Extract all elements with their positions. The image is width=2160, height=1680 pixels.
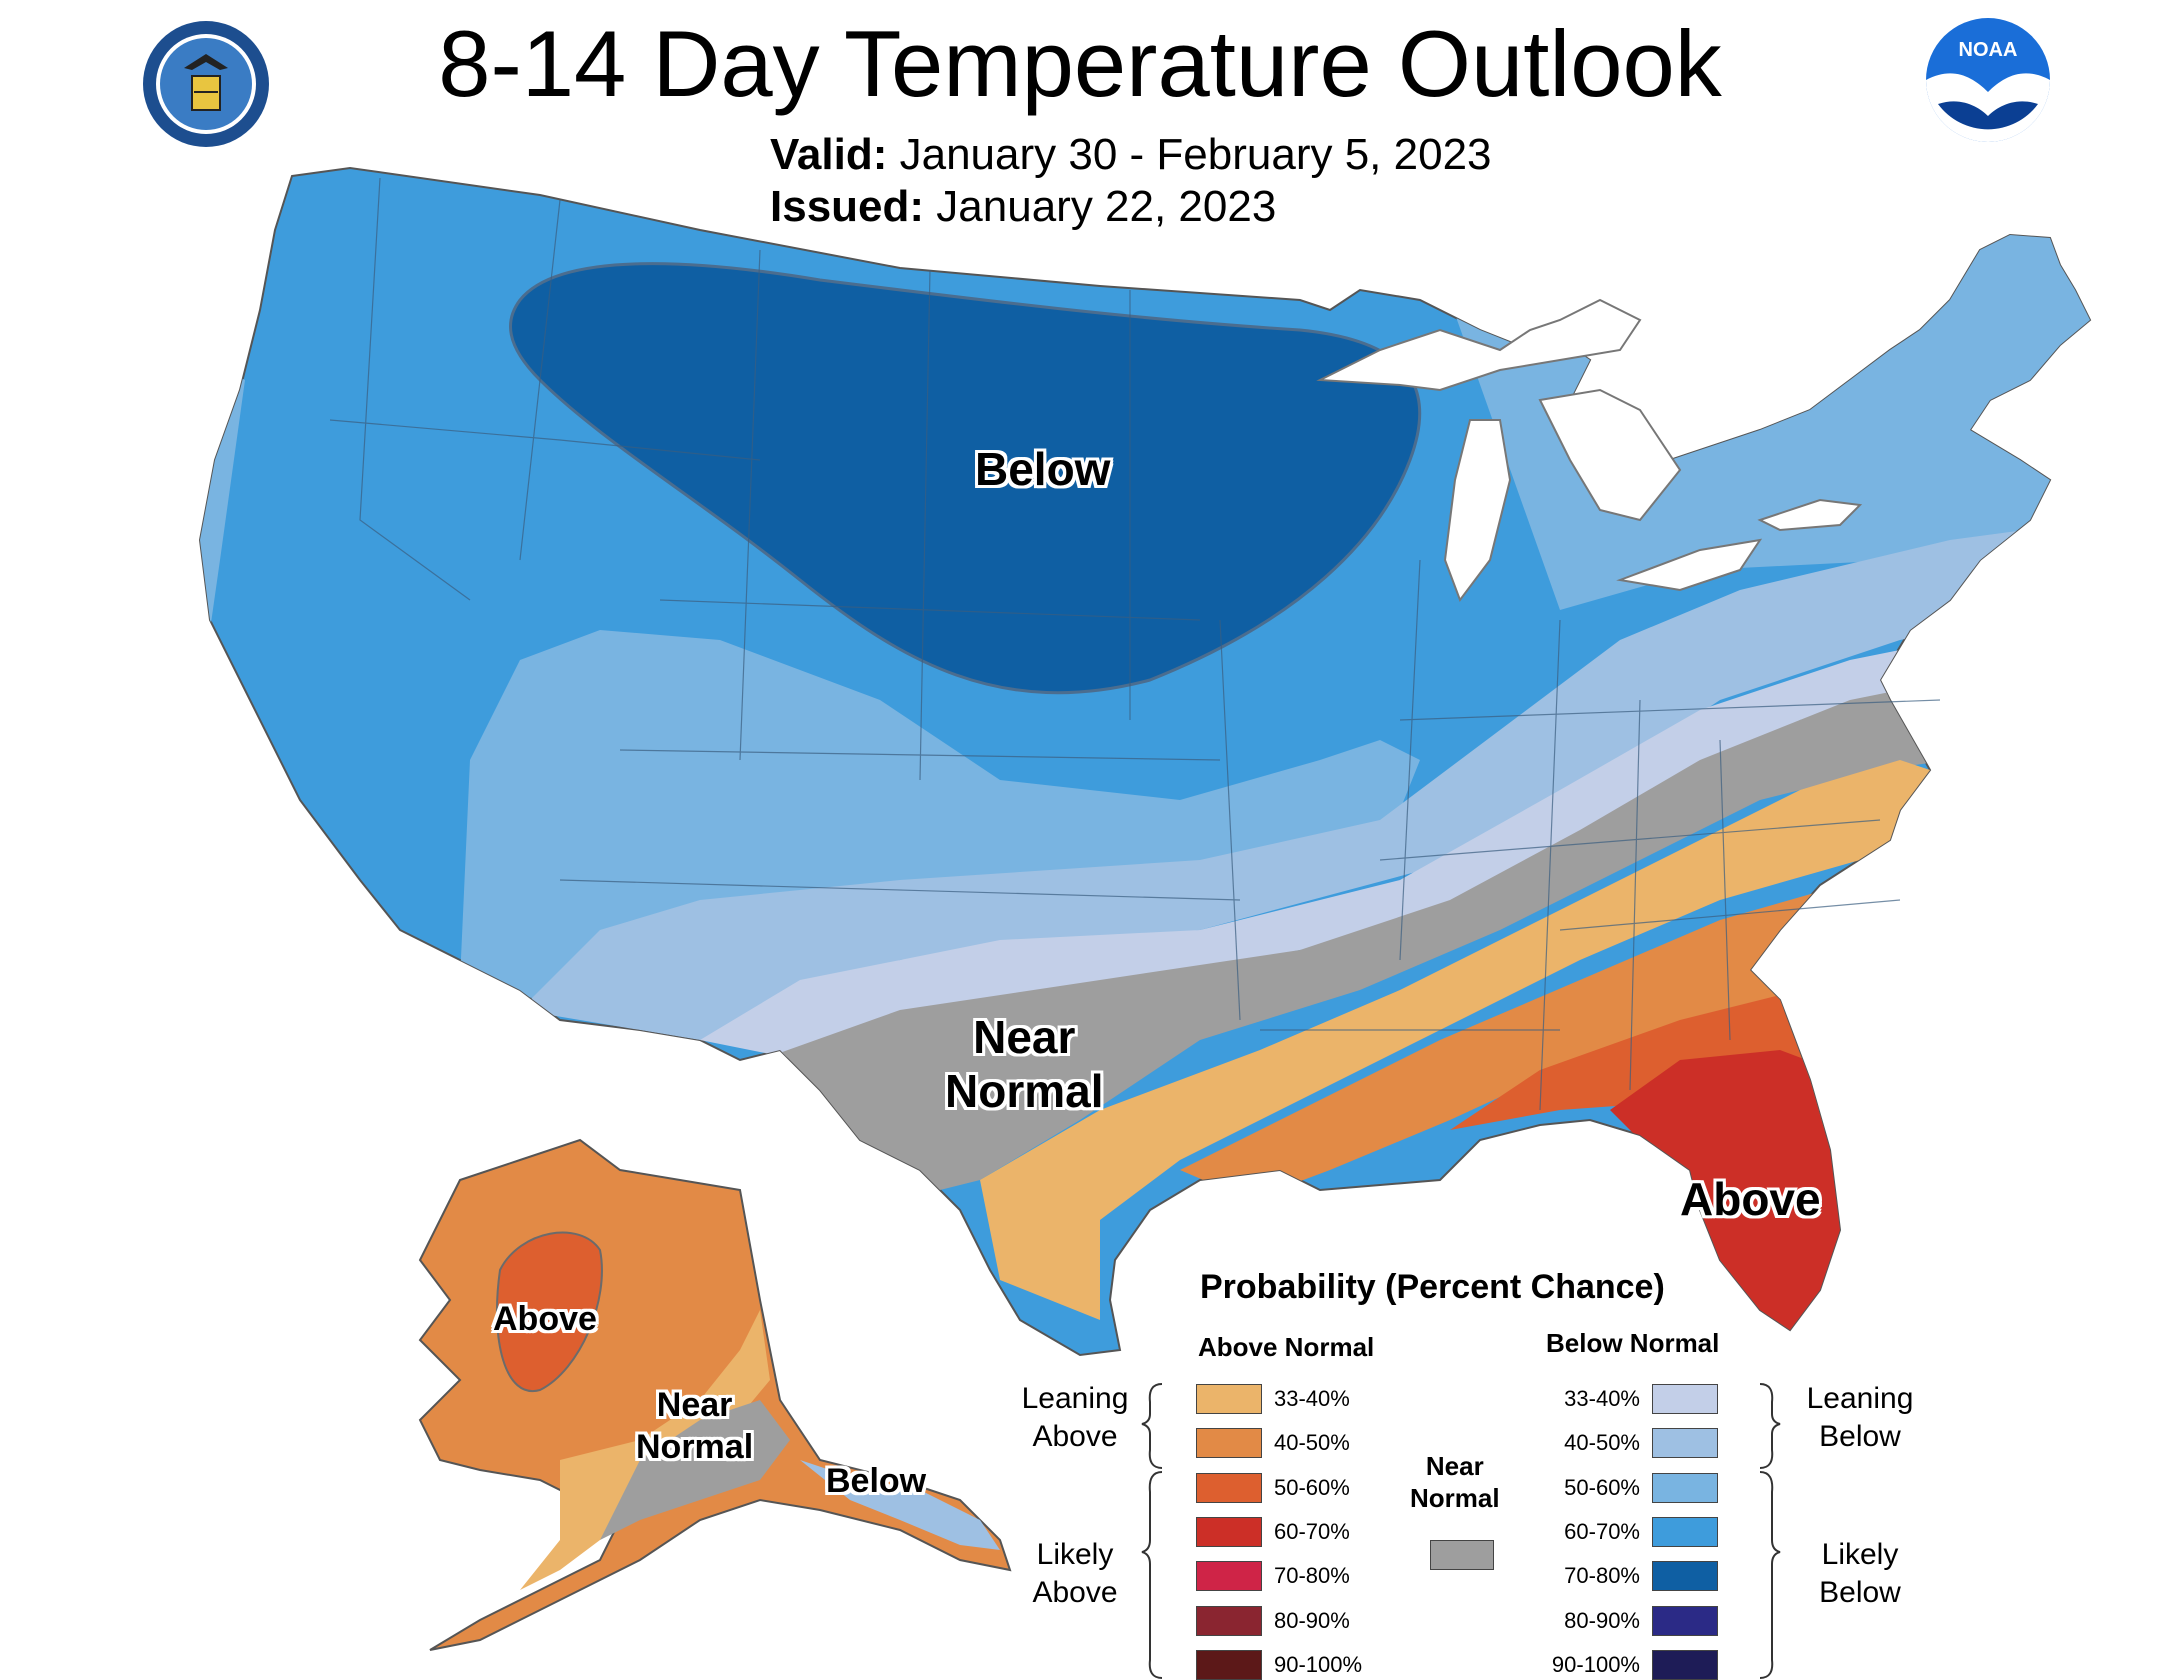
legend-above-swatch (1196, 1649, 1262, 1680)
legend-above-range: 80-90% (1274, 1607, 1350, 1633)
leaning-above-line2: Above (1032, 1420, 1118, 1453)
legend-below-range: 70-80% (1564, 1563, 1640, 1589)
likely-below-line2: Below (1819, 1576, 1901, 1609)
noaa-logo-text: NOAA (1959, 39, 2018, 61)
legend-near-normal-swatch (1430, 1540, 1494, 1570)
legend-below-range: 33-40% (1564, 1386, 1640, 1411)
legend-above-range: 60-70% (1274, 1518, 1350, 1544)
leaning-below-line2: Below (1819, 1420, 1901, 1453)
legend-below-row: 80-90% (1540, 1605, 1718, 1636)
likely-below-line1: Likely (1821, 1538, 1899, 1571)
legend-below-header: Below Normal (1546, 1328, 1720, 1358)
issued-date: Issued: January 22, 2023 (770, 180, 1276, 234)
legend-title: Probability (Percent Chance) (1200, 1268, 1665, 1306)
legend-below-row: 50-60% (1540, 1472, 1718, 1503)
legend-above-range: 40-50% (1274, 1430, 1350, 1456)
legend-below-swatch (1652, 1649, 1718, 1680)
ak-near-normal-line1: Near (656, 1386, 733, 1424)
legend-below-row: 33-40% (1540, 1384, 1718, 1414)
legend-above-swatch (1196, 1605, 1262, 1636)
lake-ontario (1757, 498, 1863, 532)
legend-below-row: 70-80% (1540, 1561, 1718, 1592)
legend-above-range: 90-100% (1274, 1651, 1363, 1677)
legend-below-swatch (1652, 1472, 1718, 1503)
legend-above-swatch (1196, 1384, 1262, 1414)
legend-below-braces (1759, 1383, 1781, 1679)
legend-above-braces (1141, 1383, 1163, 1679)
legend-below-swatch (1652, 1384, 1718, 1414)
leaning-below-line1: Leaning (1806, 1382, 1914, 1415)
legend-near-normal-line2: Normal (1410, 1483, 1500, 1513)
lake-huron (1538, 388, 1682, 522)
near-normal-line1: Near (973, 1011, 1076, 1063)
legend-below-range: 90-100% (1551, 1651, 1640, 1677)
label-above-alaska: Above (493, 1300, 597, 1338)
likely-above-line1: Likely (1036, 1538, 1114, 1571)
legend-above-row: 33-40% (1196, 1384, 1350, 1414)
valid-value: January 30 - February 5, 2023 (899, 130, 1492, 179)
legend-above-range: 70-80% (1274, 1563, 1350, 1589)
legend-near-normal-line1: Near (1425, 1451, 1484, 1481)
likely-above-line2: Above (1032, 1576, 1118, 1609)
legend-above-swatch (1196, 1516, 1262, 1547)
legend-above-row: 80-90% (1196, 1605, 1350, 1636)
legend-below-row: 40-50% (1540, 1428, 1718, 1459)
legend-below-range: 50-60% (1564, 1474, 1640, 1500)
noaa-logo-icon: NOAA (1926, 18, 2050, 142)
department-of-commerce-seal-icon (143, 21, 269, 147)
legend-leaning-above: Leaning Above (1010, 1380, 1140, 1456)
legend-likely-above: Likely Above (1010, 1536, 1140, 1612)
issued-value: January 22, 2023 (936, 182, 1277, 231)
legend-above-swatch (1196, 1561, 1262, 1592)
legend-below-swatch (1652, 1428, 1718, 1459)
lake-erie (1616, 538, 1763, 592)
legend-above-swatch (1196, 1428, 1262, 1459)
issued-label: Issued: (770, 182, 925, 231)
near-normal-line2: Normal (945, 1065, 1104, 1117)
legend-below-row: 90-100% (1540, 1649, 1718, 1680)
legend-below-range: 80-90% (1564, 1607, 1640, 1633)
leaning-above-line1: Leaning (1021, 1382, 1129, 1415)
legend-above-row: 50-60% (1196, 1472, 1350, 1503)
valid-dates: Valid: January 30 - February 5, 2023 (770, 128, 1492, 182)
legend-above-header: Above Normal (1198, 1332, 1375, 1362)
legend-below-swatch (1652, 1516, 1718, 1547)
label-near-normal-alaska: Near Normal (636, 1384, 753, 1468)
ak-near-normal-line2: Normal (636, 1428, 754, 1466)
legend-below-range: 40-50% (1564, 1430, 1640, 1456)
legend-near-normal-label: Near Normal (1410, 1450, 1500, 1514)
legend-above-range: 33-40% (1274, 1386, 1350, 1411)
valid-label: Valid: (770, 130, 888, 179)
lake-superior (1316, 298, 1642, 392)
legend-above-row: 40-50% (1196, 1428, 1350, 1459)
legend-leaning-below: Leaning Below (1790, 1380, 1930, 1456)
legend-above-row: 60-70% (1196, 1516, 1350, 1547)
map-title: 8-14 Day Temperature Outlook (438, 11, 1722, 116)
legend-below-range: 60-70% (1564, 1518, 1640, 1544)
legend-below-swatch (1652, 1605, 1718, 1636)
legend-below-row: 60-70% (1540, 1516, 1718, 1547)
label-below-conus: Below (975, 443, 1111, 495)
lake-michigan (1443, 419, 1512, 603)
legend-above-row: 70-80% (1196, 1561, 1350, 1592)
legend-likely-below: Likely Below (1790, 1536, 1930, 1612)
legend-above-range: 50-60% (1274, 1474, 1350, 1500)
label-above-conus: Above (1680, 1173, 1821, 1225)
legend-above-row: 90-100% (1196, 1649, 1363, 1680)
legend-below-swatch (1652, 1561, 1718, 1592)
label-near-normal-conus: Near Normal (945, 1010, 1103, 1118)
label-below-alaska: Below (826, 1462, 927, 1500)
legend-above-swatch (1196, 1472, 1262, 1503)
